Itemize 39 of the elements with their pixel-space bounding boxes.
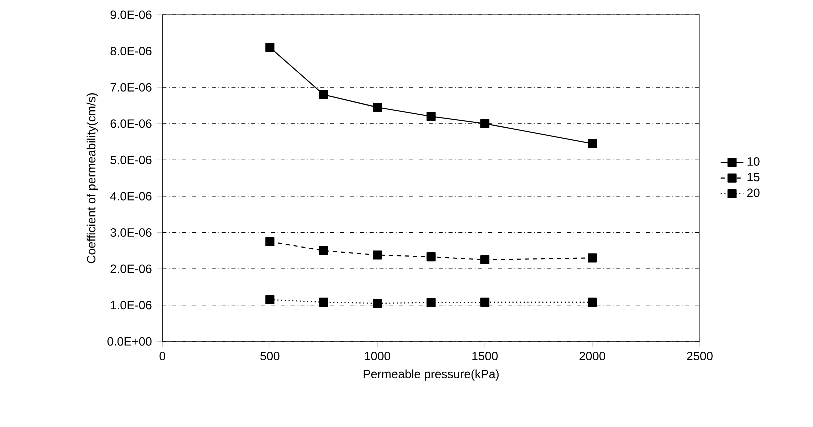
legend-label: 10 xyxy=(748,157,760,166)
point xyxy=(266,295,275,304)
point xyxy=(373,103,382,112)
point xyxy=(588,254,598,263)
point xyxy=(480,255,490,265)
point xyxy=(480,119,490,128)
x-tick-label: 0 xyxy=(160,352,166,361)
point xyxy=(319,246,328,256)
y-tick-label: 4.0E-06 xyxy=(110,192,152,201)
point xyxy=(266,43,275,52)
x-tick-label: 1500 xyxy=(472,352,498,361)
y-tick-label: 8.0E-06 xyxy=(110,47,152,56)
y-tick-label: 3.0E-06 xyxy=(110,228,152,238)
x-tick-label: 500 xyxy=(260,352,280,361)
point xyxy=(426,252,436,262)
point xyxy=(588,298,598,307)
point xyxy=(266,237,275,246)
y-tick-label: 9.0E-06 xyxy=(110,10,152,20)
legend-label: 20 xyxy=(747,188,760,198)
y-axis-title: Coefficient of permeability(cm/s) xyxy=(86,94,98,264)
point xyxy=(588,139,598,148)
point xyxy=(319,298,328,307)
y-tick-label: 6.0E-06 xyxy=(110,120,152,128)
y-tick-label: 5.0E-06 xyxy=(110,156,152,164)
y-tick-label: 0.0E+00 xyxy=(108,337,152,346)
y-tick-label: 7.0E-06 xyxy=(110,83,152,92)
point xyxy=(373,299,382,308)
point xyxy=(319,90,328,100)
x-axis-title: Permeable pressure(kPa) xyxy=(364,370,499,381)
point xyxy=(480,298,490,307)
x-tick-label: 1000 xyxy=(365,352,390,361)
legend-label: 15 xyxy=(748,173,760,182)
point xyxy=(426,112,436,122)
y-tick-label: 2.0E-06 xyxy=(110,264,152,274)
x-tick-label: 2500 xyxy=(687,352,713,361)
point xyxy=(373,250,382,260)
x-tick-label: 2000 xyxy=(580,352,606,361)
point xyxy=(426,298,436,308)
y-tick-label: 1.0E-06 xyxy=(111,301,152,310)
